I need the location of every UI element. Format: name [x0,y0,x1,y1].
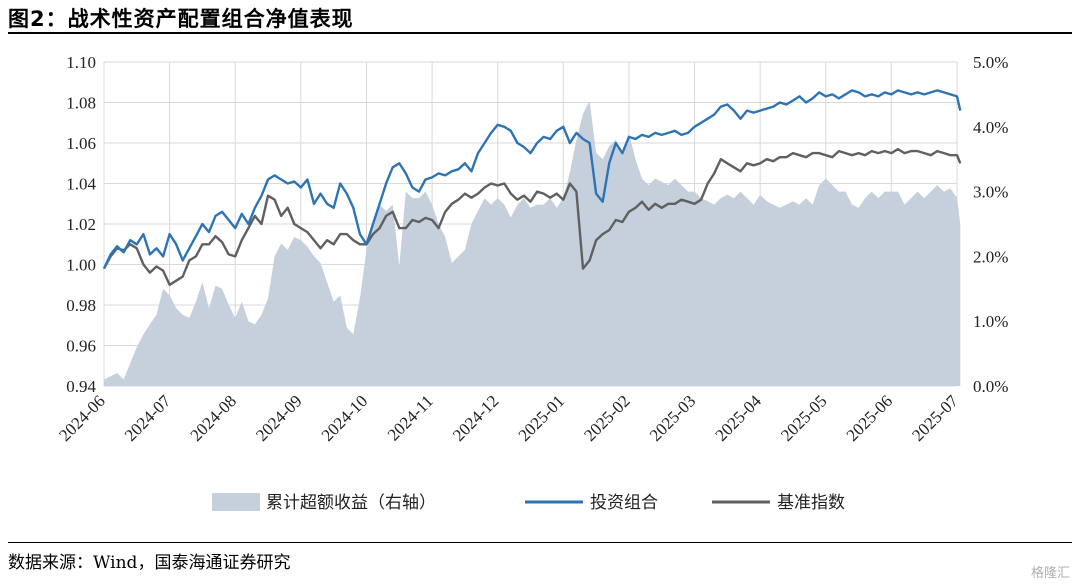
series-benchmark-line [102,147,962,286]
legend-label-excess: 累计超额收益（右轴） [266,493,436,513]
y-right-tick: 3.0% [973,183,1008,202]
y-left-tick: 1.02 [66,215,96,234]
series-portfolio-line [102,89,962,270]
y-right-tick: 4.0% [973,118,1008,137]
x-tick: 2024-12 [449,391,503,445]
x-tick: 2025-04 [711,391,765,445]
y-left-tick: 0.96 [66,337,96,356]
x-tick: 2025-01 [515,391,569,445]
x-tick: 2024-11 [384,391,437,444]
y-right-tick: 2.0% [973,247,1008,266]
title-rule [8,32,1072,34]
series-excess-area [104,100,961,387]
x-tick: 2025-03 [646,391,700,445]
excess-return-area [104,100,961,387]
legend-swatch-excess [212,493,260,511]
source-note: 数据来源：Wind，国泰海通证券研究 [8,553,291,573]
x-tick: 2024-10 [318,391,372,445]
x-tick: 2025-02 [580,391,634,445]
watermark: 格隆汇 [1030,566,1070,581]
y-left-tick: 1.10 [66,53,96,72]
x-tick: 2025-05 [777,391,831,445]
y-left-tick: 0.98 [66,296,96,315]
y-left-tick: 1.08 [66,94,96,113]
legend-label-benchmark: 基准指数 [777,493,845,513]
legend-label-portfolio: 投资组合 [590,493,658,513]
y-left-tick: 1.00 [66,256,96,275]
y-right-tick: 0.0% [973,377,1008,396]
y-right-tick: 5.0% [973,53,1008,72]
net-value-chart: 0.94 0.96 0.98 1.00 1.02 1.04 1.06 1.08 1.10 0.0%… [55,53,1008,513]
figure-title: 图2：战术性资产配置组合净值表现 [8,7,354,31]
y-left-tick: 1.06 [66,134,96,153]
source-rule [8,542,1072,543]
series-lines [102,89,962,286]
x-tick: 2024-06 [55,391,109,445]
y-left-tick: 0.94 [66,377,96,396]
x-tick: 2024-07 [121,391,175,445]
x-tick: 2025-06 [843,391,897,445]
y-right-tick: 1.0% [973,312,1008,331]
y-left-tick: 1.04 [66,175,96,194]
x-tick: 2024-08 [187,391,241,445]
x-tick: 2024-09 [252,391,306,445]
x-tick: 2025-07 [908,391,962,445]
legend: 累计超额收益（右轴） 投资组合 基准指数 [212,493,845,513]
